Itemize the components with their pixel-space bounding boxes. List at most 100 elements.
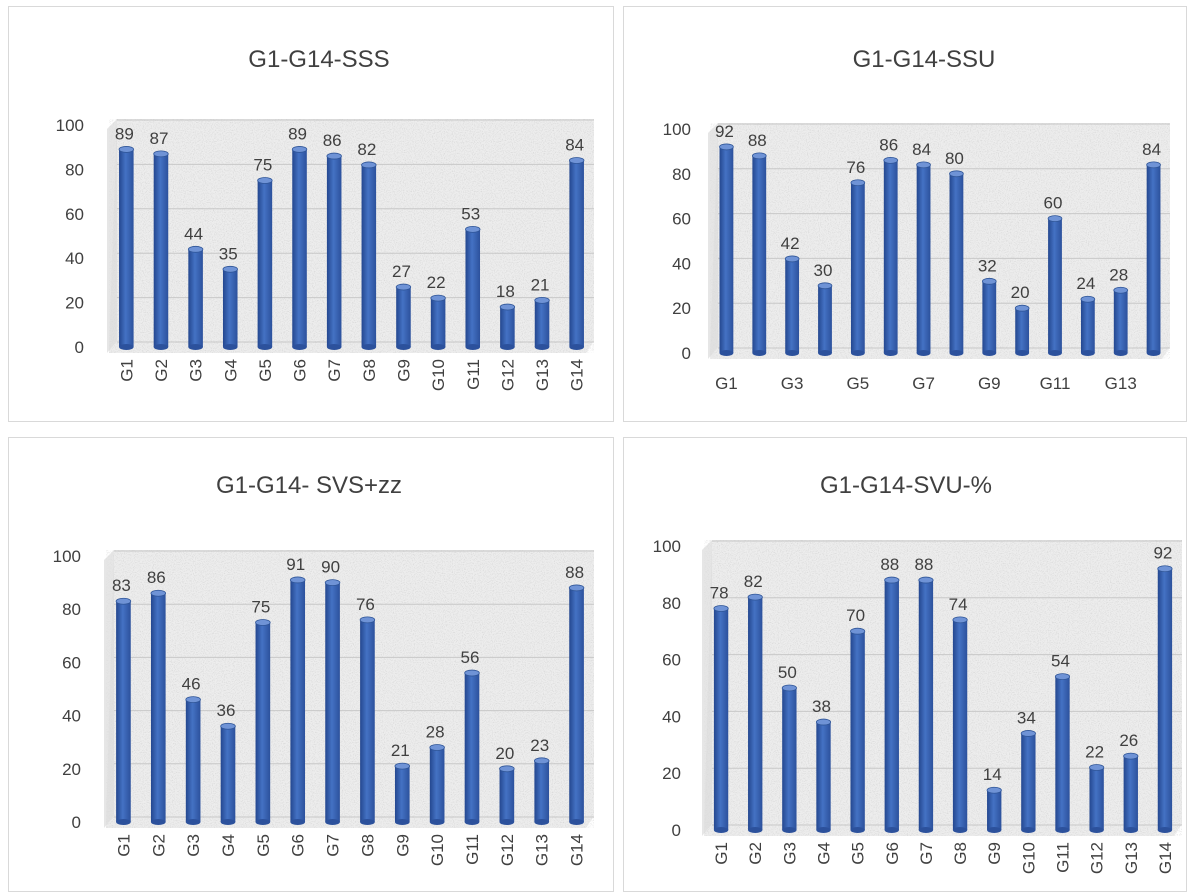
bar-G5 — [255, 619, 271, 825]
x-tick-label: G1 — [712, 842, 731, 865]
y-tick-label: 80 — [62, 600, 81, 619]
chart-panel-svs: 0 20 40 60 80 100 83 G1 86 G2 46 G3 36 G4 75 G5 91 G6 90 G7… — [8, 437, 614, 892]
bar-G3 — [185, 696, 201, 825]
data-label: 82 — [744, 572, 763, 591]
x-tick-label: G8 — [360, 359, 379, 382]
x-tick-label: G14 — [1156, 842, 1175, 874]
data-label: 38 — [812, 697, 831, 716]
y-tick-label: 20 — [662, 764, 681, 783]
bar-G10 — [1014, 304, 1030, 356]
data-label: 21 — [391, 741, 410, 760]
x-tick-label: G14 — [568, 359, 587, 391]
x-tick-label: G1 — [715, 374, 738, 393]
x-tick-label: G13 — [1105, 374, 1137, 393]
x-tick-label: G8 — [358, 834, 377, 857]
bar-G14 — [568, 584, 585, 825]
chart-panel-ssu: 0 20 40 60 80 100 92 G1 88 42 G3 30 76 G5 86 84 G7 80 32 G9… — [623, 6, 1187, 422]
data-label: 75 — [253, 156, 272, 175]
y-tick-label: 0 — [75, 338, 84, 357]
x-tick-label: G3 — [780, 842, 799, 865]
bar-G7 — [918, 576, 934, 833]
bar-G5 — [257, 177, 273, 350]
bar-G8 — [952, 616, 968, 833]
bar-G6 — [884, 576, 900, 833]
x-tick-label: G13 — [533, 834, 552, 866]
data-label: 20 — [1011, 283, 1030, 302]
y-tick-label: 0 — [72, 813, 81, 832]
data-label: 46 — [182, 675, 201, 694]
data-label: 35 — [219, 244, 238, 263]
y-tick-label: 100 — [663, 120, 691, 139]
chart-panel-sss: 0 20 40 60 80 100 89 G1 87 G2 44 G3 35 G4 75 G5 89 G6 86 G7… — [8, 6, 614, 422]
bar-G12 — [499, 765, 515, 825]
chart-title: G1-G14- SVS+zz — [216, 472, 402, 499]
data-label: 88 — [748, 131, 767, 150]
data-label: 60 — [1044, 194, 1063, 213]
y-tick-label: 0 — [682, 344, 691, 363]
bar-G13 — [534, 296, 550, 350]
plot-area — [708, 123, 1170, 359]
data-label: 36 — [217, 701, 236, 720]
x-tick-label: G5 — [849, 842, 868, 865]
data-label: 84 — [565, 136, 584, 155]
x-tick-label: G7 — [912, 374, 935, 393]
data-label: 28 — [426, 723, 445, 742]
bar-G5 — [850, 627, 866, 833]
x-tick-label: G2 — [149, 834, 168, 857]
bar-G4 — [220, 722, 236, 825]
bar-G7 — [916, 161, 931, 356]
bar-G8 — [359, 616, 376, 825]
data-label: 53 — [461, 204, 480, 223]
data-label: 34 — [1017, 708, 1036, 727]
data-label: 86 — [879, 135, 898, 154]
data-label: 23 — [530, 736, 549, 755]
bar-G4 — [817, 282, 833, 356]
data-label: 84 — [912, 140, 931, 159]
data-label: 80 — [945, 149, 964, 168]
x-tick-label: G7 — [325, 359, 344, 382]
data-label: 76 — [846, 158, 865, 177]
data-label: 18 — [496, 282, 515, 301]
bar-G12 — [1080, 295, 1096, 356]
x-tick-label: G1 — [114, 834, 133, 857]
bar-G1 — [719, 143, 734, 356]
data-label: 20 — [495, 744, 514, 763]
bar-G2 — [150, 589, 167, 825]
data-label: 27 — [392, 262, 411, 281]
x-tick-label: G5 — [847, 374, 870, 393]
y-tick-label: 80 — [65, 160, 84, 179]
bar-G13 — [1113, 286, 1129, 356]
x-tick-label: G4 — [815, 842, 834, 865]
bar-G6 — [291, 146, 308, 350]
bar-G11 — [1054, 673, 1071, 833]
y-tick-label: 0 — [672, 821, 681, 840]
bar-G13 — [533, 757, 550, 825]
bar-G2 — [153, 150, 169, 350]
bar-G10 — [1020, 730, 1036, 833]
data-label: 26 — [1119, 731, 1138, 750]
x-tick-label: G10 — [428, 834, 447, 866]
data-label: 70 — [846, 606, 865, 625]
x-tick-label: G12 — [498, 834, 517, 866]
y-tick-label: 100 — [653, 537, 681, 556]
plot-area — [107, 119, 594, 353]
data-label: 86 — [147, 568, 166, 587]
x-tick-label: G4 — [221, 359, 240, 382]
bar-G14 — [569, 157, 585, 350]
y-tick-label: 60 — [65, 205, 84, 224]
data-label: 88 — [880, 555, 899, 574]
bar-G1 — [713, 605, 729, 833]
x-tick-label: G12 — [1088, 842, 1107, 874]
bar-G2 — [751, 152, 767, 356]
data-label: 78 — [710, 583, 729, 602]
bar-G9 — [986, 786, 1002, 833]
data-label: 50 — [778, 663, 797, 682]
bar-G11 — [464, 669, 480, 825]
bar-G14 — [1157, 565, 1173, 833]
bar-G7 — [324, 579, 341, 825]
bar-G3 — [187, 245, 204, 350]
y-tick-label: 60 — [62, 653, 81, 672]
y-tick-label: 60 — [662, 651, 681, 670]
bar-G13 — [1123, 752, 1139, 833]
bar-G9 — [395, 283, 412, 350]
